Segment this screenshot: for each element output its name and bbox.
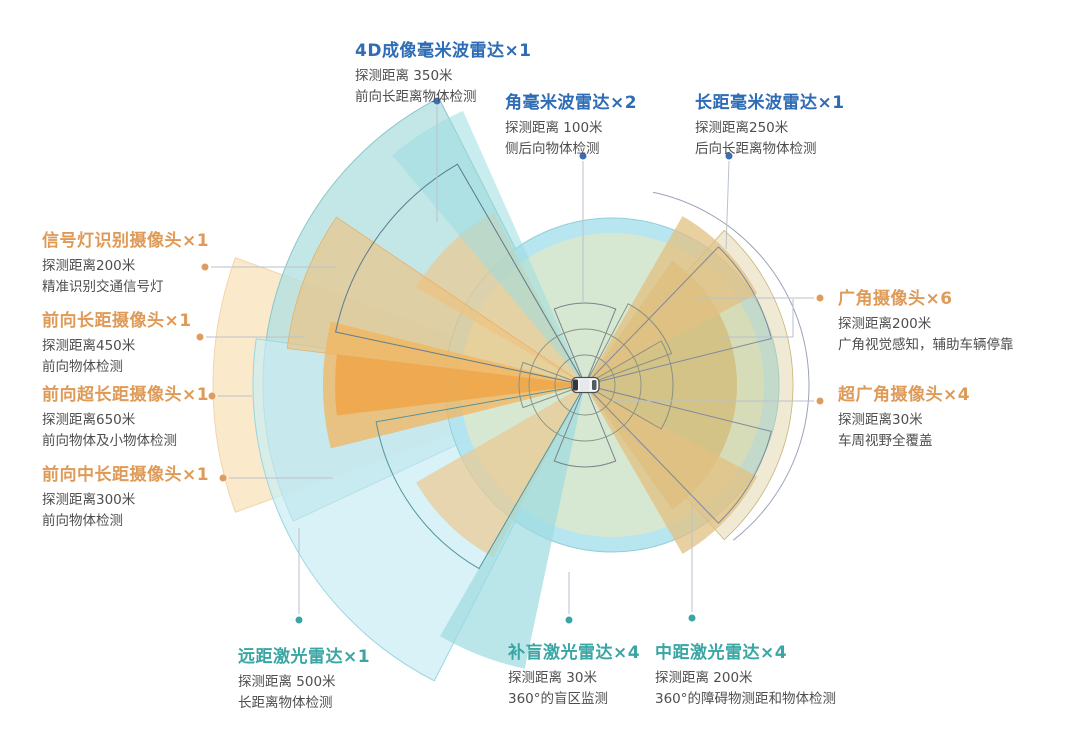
sensor-title: 超广角摄像头×4 — [838, 385, 971, 405]
fan-wide-camera-front-left — [416, 212, 585, 385]
sensor-range: 探测距离200米 — [838, 316, 932, 332]
sensor-title: 远距激光雷达×1 — [238, 647, 371, 667]
sensor-title: 前向中长距摄像头×1 — [42, 465, 210, 485]
sensor-title: 4D成像毫米波雷达×1 — [355, 41, 532, 61]
leader-dot — [688, 614, 696, 622]
beam-blind-spot-lidar-down — [440, 385, 585, 669]
label-long-range-radar: 长距毫米波雷达×1 探测距离250米 后向长距离物体检测 — [695, 88, 845, 160]
sensor-title: 长距毫米波雷达×1 — [695, 93, 845, 113]
sensor-desc: 前向长距离物体检测 — [355, 88, 477, 105]
outline-fan-front-small — [518, 361, 587, 409]
sensor-desc: 精准识别交通信号灯 — [42, 278, 164, 295]
leader-line — [725, 160, 730, 250]
leader-dot — [201, 263, 209, 271]
label-far-lidar: 远距激光雷达×1 探测距离 500米 长距离物体检测 — [238, 642, 370, 714]
leader-dot — [433, 97, 441, 105]
sensor-desc: 长距离物体检测 — [238, 694, 333, 711]
sensor-desc: 360°的障碍物测距和物体检测 — [655, 690, 837, 707]
outline-fan-front-upper — [335, 163, 586, 386]
sensor-range: 探测距离 30米 — [508, 670, 597, 686]
outline-circle-near — [528, 328, 642, 442]
label-4d-imaging-radar: 4D成像毫米波雷达×1 探测距离 350米 前向长距离物体检测 — [355, 36, 532, 108]
label-corner-radar: 角毫米波雷达×2 探测距离 100米 侧后向物体检测 — [505, 88, 637, 160]
label-wide-angle-camera: 广角摄像头×6 探测距离200米 广角视觉感知，辅助车辆停靠 — [838, 284, 1014, 356]
sensor-title: 角毫米波雷达×2 — [505, 93, 638, 113]
leader-dot — [295, 616, 303, 624]
sensor-desc: 广角视觉感知，辅助车辆停靠 — [838, 336, 1014, 353]
sensor-range: 探测距离 350米 — [355, 68, 453, 84]
sensor-range: 探测距离300米 — [42, 492, 136, 508]
sensor-title: 广角摄像头×6 — [838, 289, 953, 309]
leader-dot — [219, 474, 227, 482]
leader-dot — [565, 616, 573, 624]
fan-traffic-light-camera — [335, 354, 585, 416]
car-part — [592, 380, 597, 390]
sensor-desc: 前向物体及小物体检测 — [42, 432, 177, 449]
label-front-ultra-long-camera: 前向超长距摄像头×1 探测距离650米 前向物体及小物体检测 — [42, 380, 209, 452]
fan-wide-camera-rear-left — [585, 216, 758, 385]
car-part — [573, 379, 578, 391]
sensor-title: 补盲激光雷达×4 — [508, 643, 641, 663]
leader-dot — [725, 152, 733, 160]
label-blind-spot-lidar: 补盲激光雷达×4 探测距离 30米 360°的盲区监测 — [508, 638, 640, 710]
outline-fan-corner-radar-left — [583, 246, 772, 386]
sensor-desc: 车周视野全覆盖 — [838, 432, 933, 449]
leader-dot — [816, 294, 824, 302]
sensor-desc: 前向物体检测 — [42, 512, 123, 529]
beam-blind-spot-lidar-up — [392, 110, 585, 386]
outline-fan-rear-small — [584, 340, 674, 430]
fan-wide-camera-front-right — [416, 385, 585, 558]
sensor-range: 探测距离450米 — [42, 338, 136, 354]
label-front-mid-long-camera: 前向中长距摄像头×1 探测距离300米 前向物体检测 — [42, 460, 209, 532]
sensor-desc: 360°的盲区监测 — [508, 690, 609, 707]
sensor-desc: 侧后向物体检测 — [505, 140, 600, 157]
outline-circle-inner — [554, 354, 616, 416]
sensor-desc: 后向长距离物体检测 — [695, 140, 817, 157]
car-part — [579, 379, 590, 391]
sensor-range: 探测距离200米 — [42, 258, 136, 274]
sensor-range: 探测距离30米 — [838, 412, 923, 428]
label-ultra-wide-camera: 超广角摄像头×4 探测距离30米 车周视野全覆盖 — [838, 380, 970, 452]
sensor-desc: 前向物体检测 — [42, 358, 123, 375]
outline-fan-bottom-small — [553, 383, 617, 468]
outline-fan-rear-upper-small — [583, 303, 673, 386]
label-traffic-light-camera: 信号灯识别摄像头×1 探测距离200米 精准识别交通信号灯 — [42, 226, 209, 298]
outline-fan-front-lower — [375, 384, 586, 570]
outline-fan-top-small — [553, 302, 617, 387]
outline-arc-long-range-radar — [652, 191, 810, 541]
sensor-range: 探测距离650米 — [42, 412, 136, 428]
sensor-range: 探测距离250米 — [695, 120, 789, 136]
fan-wide-camera-rear-right — [585, 385, 758, 554]
ego-car — [571, 376, 600, 394]
leader-dot — [196, 333, 204, 341]
sensor-range: 探测距离 200米 — [655, 670, 753, 686]
sensor-title: 前向长距摄像头×1 — [42, 311, 192, 331]
sensor-range: 探测距离 500米 — [238, 674, 336, 690]
sensor-range: 探测距离 100米 — [505, 120, 603, 136]
leader-dot — [208, 392, 216, 400]
label-mid-lidar: 中距激光雷达×4 探测距离 200米 360°的障碍物测距和物体检测 — [655, 638, 836, 710]
sensor-title: 中距激光雷达×4 — [655, 643, 788, 663]
sensor-title: 前向超长距摄像头×1 — [42, 385, 210, 405]
leader-dot — [816, 397, 824, 405]
sensor-title: 信号灯识别摄像头×1 — [42, 231, 210, 251]
label-front-long-camera: 前向长距摄像头×1 探测距离450米 前向物体检测 — [42, 306, 192, 378]
leader-dot — [579, 152, 587, 160]
outline-fan-corner-radar-right — [583, 384, 772, 524]
